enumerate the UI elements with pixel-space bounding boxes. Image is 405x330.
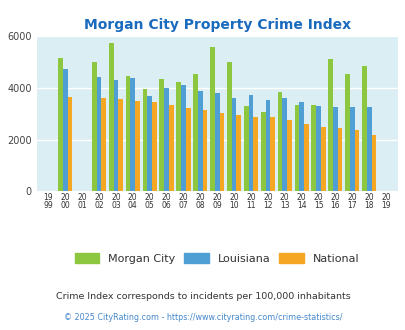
Bar	[236, 115, 241, 191]
Bar	[226, 62, 231, 191]
Bar	[349, 107, 354, 191]
Bar	[210, 47, 214, 191]
Bar	[113, 80, 118, 191]
Bar	[164, 88, 168, 191]
Bar	[303, 124, 308, 191]
Bar	[315, 106, 320, 191]
Bar	[366, 107, 371, 191]
Bar	[168, 105, 173, 191]
Bar	[282, 98, 286, 191]
Bar	[151, 103, 156, 191]
Bar	[371, 135, 375, 191]
Bar	[231, 98, 236, 191]
Bar	[253, 117, 258, 191]
Bar	[243, 106, 248, 191]
Text: © 2025 CityRating.com - https://www.cityrating.com/crime-statistics/: © 2025 CityRating.com - https://www.city…	[64, 313, 341, 322]
Bar	[193, 74, 198, 191]
Bar	[58, 58, 63, 191]
Bar	[298, 102, 303, 191]
Bar	[142, 89, 147, 191]
Bar	[328, 59, 332, 191]
Bar	[320, 127, 325, 191]
Bar	[337, 128, 342, 191]
Bar	[354, 130, 358, 191]
Bar	[214, 93, 219, 191]
Bar	[361, 66, 366, 191]
Bar	[147, 96, 151, 191]
Bar	[198, 91, 202, 191]
Bar	[68, 97, 72, 191]
Bar	[344, 74, 349, 191]
Bar	[92, 62, 96, 191]
Bar	[176, 82, 181, 191]
Bar	[265, 100, 270, 191]
Bar	[96, 77, 101, 191]
Bar	[270, 117, 274, 191]
Bar	[101, 98, 106, 191]
Bar	[202, 110, 207, 191]
Bar	[181, 85, 185, 191]
Bar	[219, 113, 224, 191]
Bar	[135, 101, 140, 191]
Bar	[185, 108, 190, 191]
Bar	[260, 112, 265, 191]
Bar	[311, 105, 315, 191]
Bar	[109, 43, 113, 191]
Bar	[294, 105, 298, 191]
Bar	[63, 69, 68, 191]
Text: Crime Index corresponds to incidents per 100,000 inhabitants: Crime Index corresponds to incidents per…	[55, 292, 350, 301]
Bar	[126, 76, 130, 191]
Bar	[118, 99, 123, 191]
Bar	[159, 79, 164, 191]
Bar	[277, 92, 282, 191]
Bar	[286, 120, 291, 191]
Legend: Morgan City, Louisiana, National: Morgan City, Louisiana, National	[70, 248, 363, 268]
Bar	[332, 107, 337, 191]
Bar	[248, 95, 253, 191]
Title: Morgan City Property Crime Index: Morgan City Property Crime Index	[83, 18, 350, 32]
Bar	[130, 78, 135, 191]
